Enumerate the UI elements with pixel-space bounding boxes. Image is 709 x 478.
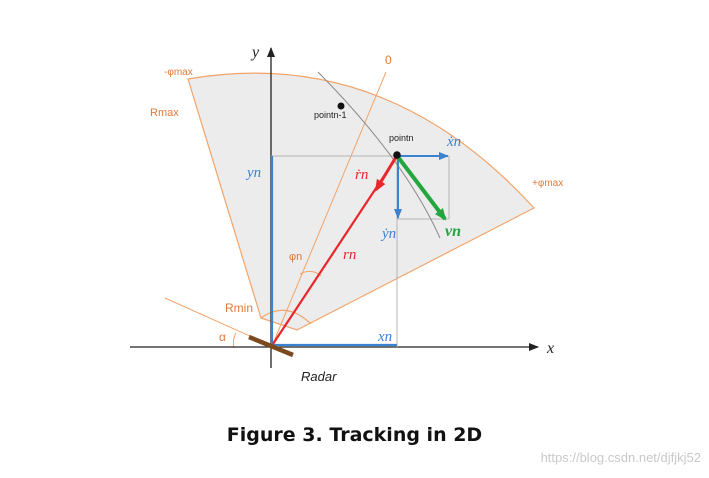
- point-prev-label: pointn-1: [314, 110, 347, 120]
- figure-caption: Figure 3. Tracking in 2D: [226, 424, 483, 446]
- v-n-label: vn: [445, 223, 461, 240]
- r-n-label: rn: [343, 247, 356, 263]
- y-dot-n-label: ẏn: [380, 226, 396, 242]
- y-axis-label: y: [250, 44, 260, 61]
- neg-phi-max-label: -φmax: [164, 67, 193, 78]
- radar-label: Radar: [301, 369, 337, 384]
- zero-angle-line: [271, 71, 387, 347]
- trajectory-line: [317, 71, 441, 239]
- coverage-sector: [187, 72, 535, 331]
- x-axis-label: x: [546, 340, 554, 357]
- point-prev-dot: [337, 102, 345, 110]
- r-min-arc: [260, 309, 312, 325]
- r-dot-n-label: ṙn: [355, 167, 368, 183]
- r-min-label: Rmin: [225, 301, 253, 315]
- y-n-label: yn: [245, 165, 261, 181]
- pos-phi-max-label: +φmax: [532, 178, 563, 189]
- r-max-label: Rmax: [150, 107, 179, 119]
- x-n-label: xn: [377, 329, 392, 345]
- watermark: https://blog.csdn.net/djfjkj52: [540, 450, 701, 465]
- x-dot-n-label: ẋn: [446, 134, 461, 150]
- point-n-dot: [393, 151, 401, 159]
- alpha-label: α: [219, 330, 226, 344]
- phi-n-label: φn: [289, 251, 302, 263]
- radar-icon: [248, 334, 294, 358]
- r-dot-arrow: [374, 156, 398, 192]
- alpha-arc: [232, 332, 237, 349]
- point-n-label: pointn: [389, 133, 414, 143]
- zero-angle-label: 0: [385, 53, 392, 67]
- velocity-arrow: [396, 155, 447, 221]
